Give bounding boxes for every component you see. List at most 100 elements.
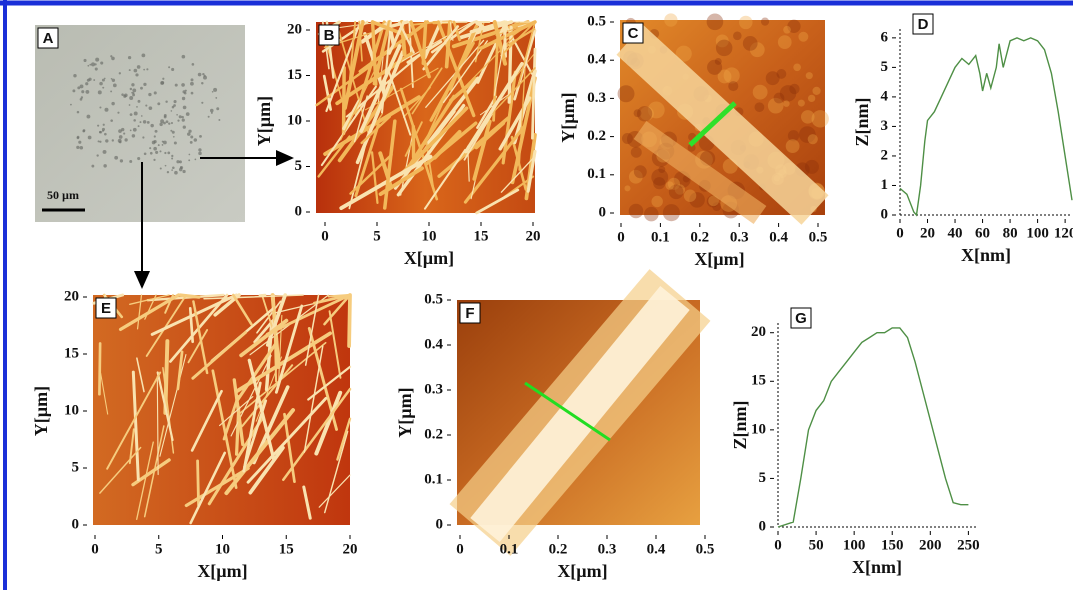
fiber (198, 461, 199, 505)
y-tick-label: 5 (759, 470, 767, 486)
particle (154, 140, 157, 143)
particle (192, 63, 195, 66)
particle (181, 116, 184, 119)
particle (171, 155, 173, 157)
panel-label: A (43, 30, 54, 47)
particle (213, 88, 217, 92)
particle (141, 115, 143, 117)
x-tick-label: 80 (1003, 225, 1018, 241)
y-tick-label: 6 (881, 29, 889, 45)
particle (133, 119, 136, 122)
y-tick-label: 0.1 (424, 471, 443, 487)
texture (761, 18, 769, 26)
particle (98, 90, 102, 94)
particle (174, 100, 177, 103)
y-tick-label: 0 (599, 204, 607, 220)
y-tick-label: 10 (287, 112, 302, 128)
x-tick-label: 10 (215, 541, 230, 557)
particle (174, 142, 177, 145)
particle (162, 144, 164, 146)
texture (724, 67, 740, 83)
particle (164, 114, 167, 117)
particle (145, 105, 147, 107)
particle (161, 81, 164, 84)
particle (167, 152, 170, 155)
texture (743, 36, 758, 51)
y-tick-label: 20 (287, 21, 302, 37)
particle (153, 159, 155, 161)
particle (136, 106, 138, 108)
panel-label: C (628, 25, 639, 42)
particle (130, 130, 132, 132)
particle (159, 123, 162, 126)
y-tick-label: 15 (751, 373, 766, 389)
particle (137, 157, 140, 160)
texture (766, 71, 780, 85)
particle (77, 111, 80, 114)
y-tick-label: 0 (436, 516, 444, 532)
particle (182, 55, 186, 59)
particle (99, 82, 103, 86)
particle (189, 154, 191, 156)
particle (158, 144, 160, 146)
particle (142, 136, 144, 138)
page: {"chart_data": [ {"type": "image", "pane… (0, 0, 1073, 590)
x-tick-label: 15 (279, 541, 294, 557)
panel-label: F (465, 305, 474, 322)
x-tick-label: 0.4 (647, 541, 666, 557)
y-tick-label: 0.1 (587, 166, 606, 182)
particle (153, 147, 157, 151)
y-tick-label: 0 (295, 203, 303, 219)
y-axis-label: Z[nm] (852, 98, 872, 147)
texture (755, 102, 765, 112)
particle (73, 74, 76, 77)
texture (716, 40, 732, 56)
particle (80, 146, 84, 150)
particle (104, 78, 106, 80)
particle (173, 136, 175, 138)
x-tick-label: 0 (456, 541, 464, 557)
particle (154, 135, 156, 137)
x-tick-label: 20 (920, 225, 935, 241)
particle (105, 139, 108, 142)
y-tick-label: 0.4 (424, 336, 443, 352)
y-tick-label: 10 (64, 402, 79, 418)
texture (808, 95, 815, 102)
particle (113, 84, 117, 88)
particle (80, 85, 84, 89)
particle (104, 133, 107, 136)
particle (88, 136, 92, 140)
particle (129, 160, 132, 163)
particle (199, 135, 202, 138)
particle (123, 132, 125, 134)
particle (198, 152, 202, 156)
x-tick-label: 40 (948, 225, 963, 241)
particle (165, 100, 167, 102)
y-tick-label: 0.2 (587, 128, 606, 144)
particle (182, 90, 185, 93)
particle (94, 63, 96, 65)
x-tick-label: 100 (843, 537, 866, 553)
particle (117, 112, 119, 114)
particle (162, 141, 164, 143)
y-tick-label: 4 (881, 88, 889, 104)
particle (198, 148, 201, 151)
texture (798, 100, 805, 107)
particle (150, 152, 153, 155)
particle (176, 160, 179, 163)
particle (143, 83, 146, 86)
particle (140, 121, 142, 123)
x-tick-label: 5 (373, 228, 381, 244)
particle (82, 130, 85, 133)
x-tick-label: 60 (975, 225, 990, 241)
particle (84, 59, 87, 62)
particle (85, 90, 89, 94)
particle (72, 89, 75, 92)
particle (130, 88, 132, 90)
particle (171, 122, 173, 124)
y-tick-label: 15 (287, 67, 302, 83)
particle (166, 120, 169, 123)
texture (793, 63, 801, 71)
particle (167, 171, 169, 173)
texture (653, 177, 665, 189)
